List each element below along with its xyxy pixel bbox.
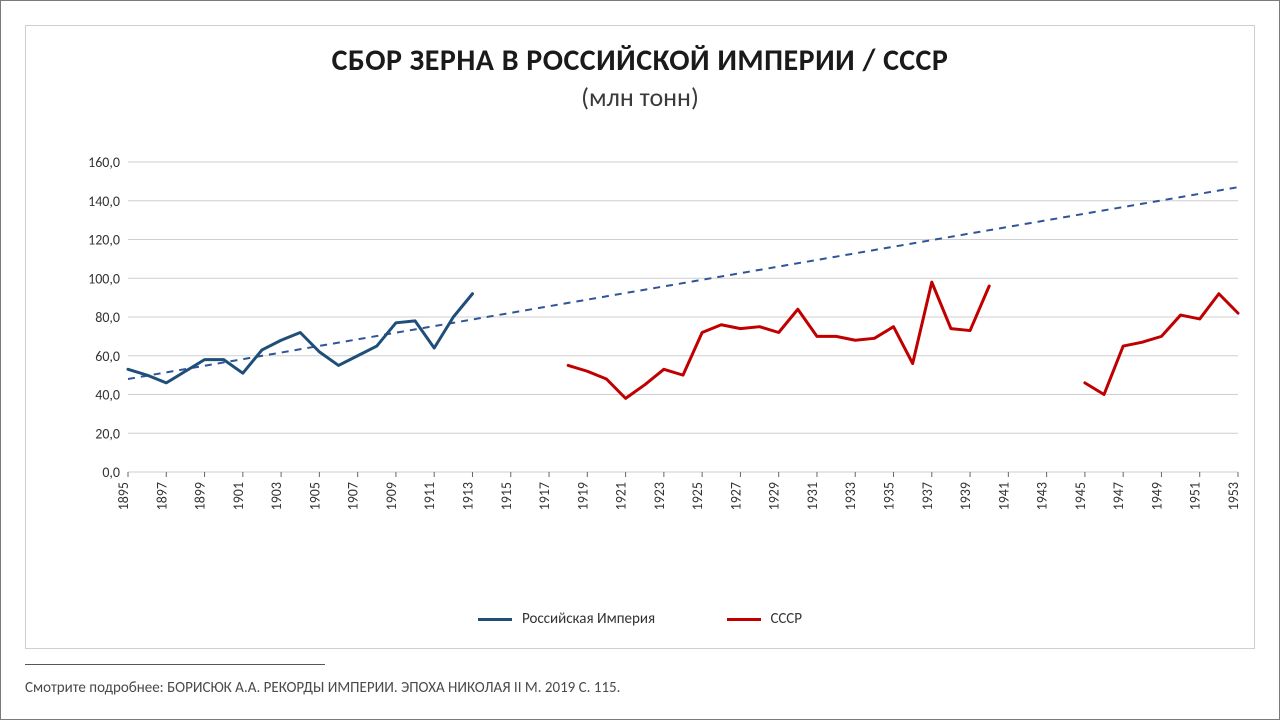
svg-text:1897: 1897 — [153, 482, 170, 510]
svg-text:120,0: 120,0 — [88, 232, 120, 249]
svg-text:1909: 1909 — [383, 482, 400, 510]
svg-text:60,0: 60,0 — [95, 348, 120, 365]
chart-legend: Российская Империя СССР — [26, 608, 1254, 629]
svg-text:1941: 1941 — [995, 482, 1012, 510]
svg-text:1913: 1913 — [459, 482, 476, 510]
svg-text:1933: 1933 — [842, 482, 859, 510]
svg-text:1911: 1911 — [421, 482, 438, 510]
svg-text:1927: 1927 — [727, 482, 744, 510]
svg-text:1895: 1895 — [115, 482, 132, 510]
svg-text:0,0: 0,0 — [102, 464, 120, 481]
chart-card: СБОР ЗЕРНА В РОССИЙСКОЙ ИМПЕРИИ / СССР (… — [0, 0, 1280, 720]
legend-item-ussr: СССР — [727, 610, 803, 628]
svg-text:1905: 1905 — [306, 482, 323, 510]
legend-label-ussr: СССР — [771, 610, 803, 628]
line-chart-svg: 0,0 20,0 40,0 60,0 80,0 100,0 120,0 140,0 160,0 1… — [80, 156, 1244, 518]
legend-item-empire: Российская Империя — [478, 610, 655, 628]
svg-text:1939: 1939 — [957, 482, 974, 510]
svg-text:1937: 1937 — [919, 482, 936, 510]
svg-text:1917: 1917 — [536, 482, 553, 510]
svg-text:80,0: 80,0 — [95, 309, 120, 326]
svg-text:1945: 1945 — [1072, 482, 1089, 510]
svg-text:1921: 1921 — [613, 482, 630, 510]
svg-text:1931: 1931 — [804, 482, 821, 510]
svg-text:1935: 1935 — [881, 482, 898, 510]
svg-text:1949: 1949 — [1148, 482, 1165, 510]
svg-text:160,0: 160,0 — [88, 156, 120, 171]
source-citation: Смотрите подробнее: БОРИСЮК А.А. РЕКОРДЫ… — [25, 679, 620, 697]
chart-title: СБОР ЗЕРНА В РОССИЙСКОЙ ИМПЕРИИ / СССР — [26, 42, 1254, 79]
svg-text:20,0: 20,0 — [95, 425, 120, 442]
svg-text:140,0: 140,0 — [88, 193, 120, 210]
chart-title-block: СБОР ЗЕРНА В РОССИЙСКОЙ ИМПЕРИИ / СССР (… — [26, 42, 1254, 113]
svg-text:40,0: 40,0 — [95, 387, 120, 404]
plot-area: 0,0 20,0 40,0 60,0 80,0 100,0 120,0 140,0 160,0 1… — [80, 156, 1244, 518]
svg-text:1907: 1907 — [345, 482, 362, 510]
svg-text:1953: 1953 — [1225, 482, 1242, 510]
chart-subtitle: (млн тонн) — [26, 81, 1254, 113]
svg-text:1929: 1929 — [766, 482, 783, 510]
svg-text:1923: 1923 — [651, 482, 668, 510]
svg-text:1903: 1903 — [268, 482, 285, 510]
svg-text:1947: 1947 — [1110, 482, 1127, 510]
legend-label-empire: Российская Империя — [522, 610, 655, 628]
svg-text:1951: 1951 — [1187, 482, 1204, 510]
source-divider — [25, 664, 325, 665]
chart-frame: СБОР ЗЕРНА В РОССИЙСКОЙ ИМПЕРИИ / СССР (… — [25, 25, 1255, 649]
svg-text:1915: 1915 — [498, 482, 515, 510]
svg-text:1943: 1943 — [1034, 482, 1051, 510]
legend-swatch-empire — [478, 618, 512, 621]
svg-text:1925: 1925 — [689, 482, 706, 510]
svg-text:1901: 1901 — [230, 482, 247, 510]
svg-text:1899: 1899 — [192, 482, 209, 510]
svg-text:100,0: 100,0 — [88, 270, 120, 287]
legend-swatch-ussr — [727, 618, 761, 621]
svg-text:1919: 1919 — [574, 482, 591, 510]
